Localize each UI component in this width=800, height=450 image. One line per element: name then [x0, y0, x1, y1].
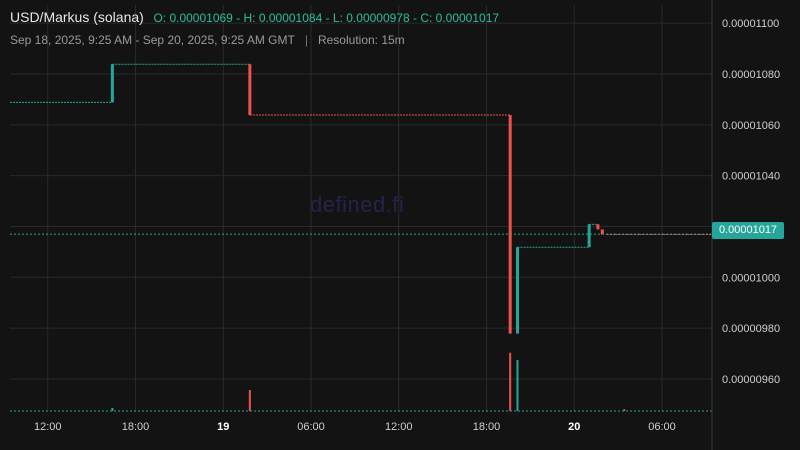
x-tick-label: 18:00	[122, 421, 150, 433]
y-tick-label: 0.00001100	[722, 18, 779, 30]
x-tick-label: 18:00	[473, 421, 501, 433]
current-price-tag: 0.00001017	[712, 222, 784, 239]
x-tick-label: 12:00	[34, 421, 62, 433]
volume-layer	[10, 352, 712, 412]
resolution-label[interactable]: Resolution: 15m	[317, 33, 405, 47]
axis-layer: 0.00001100 0.00001080 0.00001060 0.00001040…	[34, 0, 780, 450]
candle-layer	[110, 64, 604, 334]
candle[interactable]	[110, 64, 114, 103]
candle[interactable]	[596, 224, 600, 230]
x-tick-label: 19	[217, 421, 229, 433]
pair-title: USD/Markus (solana)	[10, 9, 144, 25]
y-tick-label: 0.00000960	[722, 374, 780, 386]
y-tick-label: 0.00001040	[722, 171, 780, 183]
volume-bar	[623, 409, 626, 411]
y-tick-label: 0.00001080	[722, 69, 780, 81]
y-tick-label: 0.00001000	[722, 272, 780, 284]
grid-layer	[10, 5, 712, 412]
x-tick-label: 12:00	[385, 421, 413, 433]
candle[interactable]	[508, 115, 512, 334]
x-tick-label: 06:00	[297, 421, 325, 433]
separator: |	[304, 33, 308, 47]
candle[interactable]	[248, 64, 252, 116]
price-line-layer	[10, 63, 712, 248]
volume-bar	[111, 408, 114, 411]
candle[interactable]	[600, 229, 604, 235]
candle[interactable]	[587, 224, 591, 248]
x-tick-label: 06:00	[648, 421, 676, 433]
date-range: Sep 18, 2025, 9:25 AM - Sep 20, 2025, 9:…	[10, 33, 295, 47]
candle[interactable]	[515, 247, 519, 334]
volume-bar	[509, 352, 512, 411]
chart-subheader: Sep 18, 2025, 9:25 AM - Sep 20, 2025, 9:…	[10, 33, 405, 47]
ohlc-readout: O: 0.00001069 - H: 0.00001084 - L: 0.000…	[153, 11, 500, 25]
y-tick-label: 0.00000980	[722, 323, 780, 335]
volume-bar	[516, 360, 519, 411]
y-tick-label: 0.00001060	[722, 120, 780, 132]
x-tick-label: 20	[568, 421, 580, 433]
volume-bar	[248, 390, 251, 411]
chart-header: USD/Markus (solana) O: 0.00001069 - H: 0…	[10, 9, 499, 25]
watermark-logo: defined.fi	[310, 192, 405, 217]
